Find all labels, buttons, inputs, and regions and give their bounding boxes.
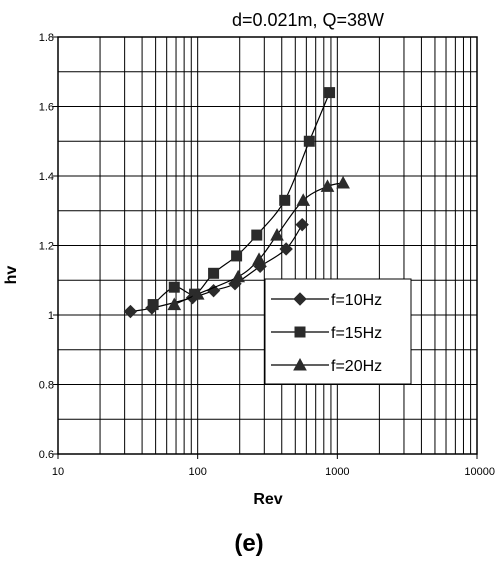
data-point	[324, 87, 336, 99]
y-tick-label: 1.2	[39, 241, 54, 253]
data-point	[279, 242, 293, 256]
data-point	[208, 267, 220, 279]
data-point	[320, 179, 335, 192]
y-tick-label: 1.6	[39, 102, 54, 114]
y-tick-label: 0.6	[39, 449, 54, 461]
data-point	[168, 281, 180, 293]
legend-items: f=10Hz f=15Hz f=20Hz	[271, 292, 382, 375]
legend: f=10Hz f=15Hz f=20Hz	[264, 278, 412, 385]
data-point	[336, 175, 350, 189]
x-tick-label: 100	[188, 466, 206, 478]
x-tick-label: 10	[52, 466, 64, 478]
data-point	[251, 229, 263, 241]
data-point	[167, 297, 182, 311]
data-point	[231, 269, 246, 283]
legend-item: f=15Hz	[271, 325, 382, 342]
data-point	[270, 228, 284, 241]
legend-marker	[293, 292, 307, 306]
legend-label: f=10Hz	[331, 292, 382, 309]
data-point	[252, 252, 266, 265]
y-axis-label: hv	[3, 266, 20, 285]
data-point	[147, 299, 159, 311]
data-point	[231, 250, 243, 262]
data-point	[296, 193, 311, 206]
y-tick-label: 1	[48, 310, 54, 322]
chart-title: d=0.021m, Q=38W	[232, 10, 384, 30]
panel-label: (e)	[234, 530, 263, 557]
legend-item: f=10Hz	[271, 292, 382, 309]
data-point	[123, 304, 138, 319]
series-triangle	[167, 175, 350, 311]
legend-marker	[294, 326, 306, 338]
data-point	[295, 217, 309, 232]
data-point	[279, 194, 291, 206]
tick-labels: 0.6 0.8 1 1.2 1.4 1.6 1.8 10 100 1000 10000	[39, 32, 495, 478]
y-tick-label: 1.8	[39, 32, 54, 44]
data-point	[303, 135, 315, 147]
x-tick-label: 10000	[464, 466, 495, 478]
legend-item: f=20Hz	[271, 357, 382, 375]
y-tick-label: 0.8	[39, 380, 54, 392]
x-tick-label: 1000	[325, 466, 349, 478]
data-point	[190, 287, 205, 300]
grid	[58, 37, 477, 454]
legend-label: f=15Hz	[331, 325, 382, 342]
legend-marker	[293, 357, 307, 371]
x-axis-label: Rev	[253, 491, 282, 508]
y-tick-label: 1.4	[39, 171, 54, 183]
legend-label: f=20Hz	[331, 358, 382, 375]
series-layer	[123, 87, 350, 319]
